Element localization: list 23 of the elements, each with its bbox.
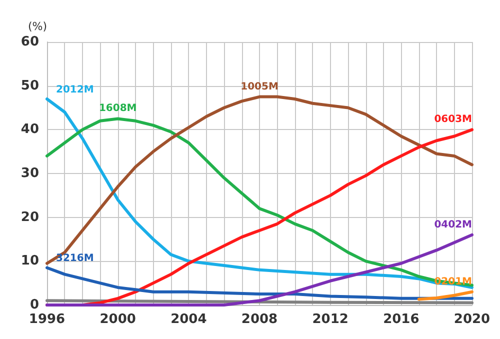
x-tick-label: 1996 [28,312,66,327]
x-tick-label: 2008 [241,312,278,327]
y-tick-label: 0 [30,298,39,312]
series-label: 3216M [56,253,94,264]
x-tick-label: 2020 [454,312,490,327]
y-tick-label: 30 [20,166,39,181]
y-tick-label: 20 [20,210,39,225]
line-series [46,266,474,300]
series-label: 2012M [56,84,94,96]
x-tick-label: 2000 [100,312,136,327]
y-tick-label: 50 [20,78,39,94]
line-series [417,290,474,301]
series-label: 1005M [240,81,278,92]
y-axis-title: (%) [28,20,47,33]
x-tick-label: 2012 [312,312,348,327]
y-tick-label: 40 [20,122,39,138]
y-tick-label: 60 [20,34,39,50]
series-label: 0603M [434,114,472,126]
series-label: 1608M [98,103,137,114]
series-label: 0402M [434,219,472,230]
y-tick-label: 10 [20,254,39,269]
x-tick-label: 2004 [170,312,207,327]
x-tick-label: 2016 [383,312,420,327]
